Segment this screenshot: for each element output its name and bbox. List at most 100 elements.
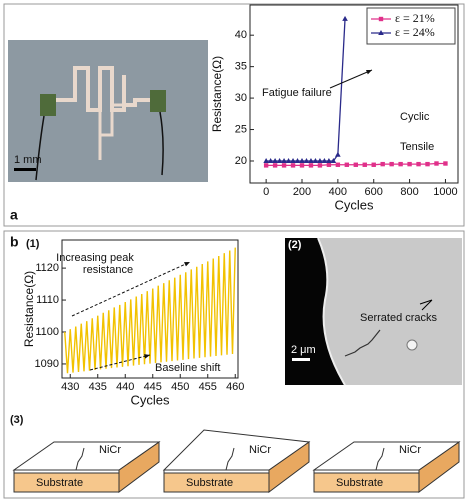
arrow (71, 261, 191, 317)
film-front (163, 469, 270, 474)
y-axis-label: Resistance(Ω) (210, 56, 224, 132)
marker (281, 157, 287, 163)
arrow-head (366, 70, 372, 75)
marker (317, 163, 323, 168)
marker (344, 162, 350, 167)
legend-label: ε = 24% (395, 25, 435, 39)
marker (308, 163, 314, 168)
marker (407, 161, 412, 167)
film-front (13, 469, 120, 474)
sub-label: (1) (26, 238, 40, 250)
annotation: Baseline shift (155, 362, 220, 374)
marker (330, 157, 337, 163)
x-tick-label: 430 (61, 381, 79, 393)
y-tick-label: 1100 (35, 326, 59, 338)
film-label: NiCr (99, 444, 121, 456)
marker (308, 157, 314, 163)
substrate-label: Substrate (186, 477, 233, 489)
marker (371, 162, 376, 167)
marker (317, 157, 323, 163)
y-tick-label: 25 (235, 123, 247, 135)
arrow-head (184, 262, 190, 267)
x-tick-label: 0 (263, 186, 269, 198)
sub-label: (3) (10, 414, 24, 426)
arrow-head (144, 354, 150, 359)
x-tick-label: 435 (89, 381, 107, 393)
x-tick-label: 460 (226, 381, 244, 393)
y-axis-label: Resistance(Ω) (22, 271, 36, 347)
marker (326, 162, 332, 167)
arrow (329, 69, 373, 89)
marker (335, 162, 341, 167)
x-tick-label: 455 (199, 381, 217, 393)
sub-label: (2) (288, 239, 302, 251)
film-label: NiCr (249, 444, 271, 456)
x-axis-label: Cycles (334, 197, 374, 212)
legend-label: ε = 21% (395, 11, 435, 25)
marker (267, 157, 274, 163)
legend-marker (378, 16, 384, 22)
y-tick-label: 30 (235, 92, 247, 104)
x-tick-label: 440 (116, 381, 134, 393)
panel-label: a (10, 207, 18, 223)
marker (342, 15, 348, 21)
marker (335, 151, 341, 157)
sem-annotation: Serrated cracks (360, 312, 438, 324)
sem-image: (2) Serrated cracks 2 μm (285, 237, 462, 386)
panel-a-frame (3, 3, 465, 227)
marker (272, 163, 278, 168)
marker (312, 157, 319, 163)
legend-marker (378, 30, 384, 35)
marker (281, 163, 287, 168)
schematics: NiCr Substrate NiCr Substrate NiCr Substrate (12, 429, 461, 493)
marker (425, 161, 430, 167)
arrow (89, 354, 151, 371)
marker (443, 161, 448, 166)
marker (285, 157, 292, 163)
annotation: resistance (83, 264, 133, 276)
x-tick-label: 400 (329, 186, 347, 198)
substrate-label: Substrate (36, 477, 83, 489)
film-front (313, 469, 420, 474)
marker (290, 163, 296, 168)
crack (75, 447, 85, 471)
marker (353, 162, 358, 167)
marker (380, 161, 385, 167)
marker (272, 157, 278, 163)
x-tick-label: 800 (400, 186, 418, 198)
y-tick-label: 1120 (35, 262, 59, 274)
marker (263, 157, 269, 163)
y-tick-label: 1090 (35, 358, 59, 370)
x-axis-label: Cycles (130, 392, 170, 407)
y-tick-label: 40 (235, 29, 247, 41)
marker (434, 161, 439, 166)
marker (263, 163, 269, 168)
marker (362, 162, 367, 167)
marker (321, 157, 328, 163)
crack (375, 447, 385, 471)
y-tick-label: 1110 (36, 294, 59, 306)
marker (299, 157, 305, 163)
annotation: Increasing peak (56, 252, 134, 264)
x-tick-label: 450 (171, 381, 189, 393)
y-tick-label: 35 (235, 61, 247, 73)
annotation: Tensile (400, 141, 434, 153)
marker (398, 161, 403, 167)
annotation: Fatigue failure (262, 87, 332, 99)
crack (225, 447, 235, 471)
marker (416, 161, 421, 167)
scale-label: 2 μm (291, 344, 316, 356)
marker (326, 157, 332, 163)
x-tick-label: 200 (293, 186, 311, 198)
marker (290, 157, 296, 163)
marker (299, 163, 305, 168)
x-tick-label: 445 (144, 381, 162, 393)
marker (303, 157, 310, 163)
legend-box (366, 7, 456, 45)
marker (294, 157, 301, 163)
substrate-label: Substrate (336, 477, 383, 489)
scale-label: 1 mm (14, 154, 42, 166)
series-line (64, 247, 236, 374)
film-label: NiCr (399, 444, 421, 456)
